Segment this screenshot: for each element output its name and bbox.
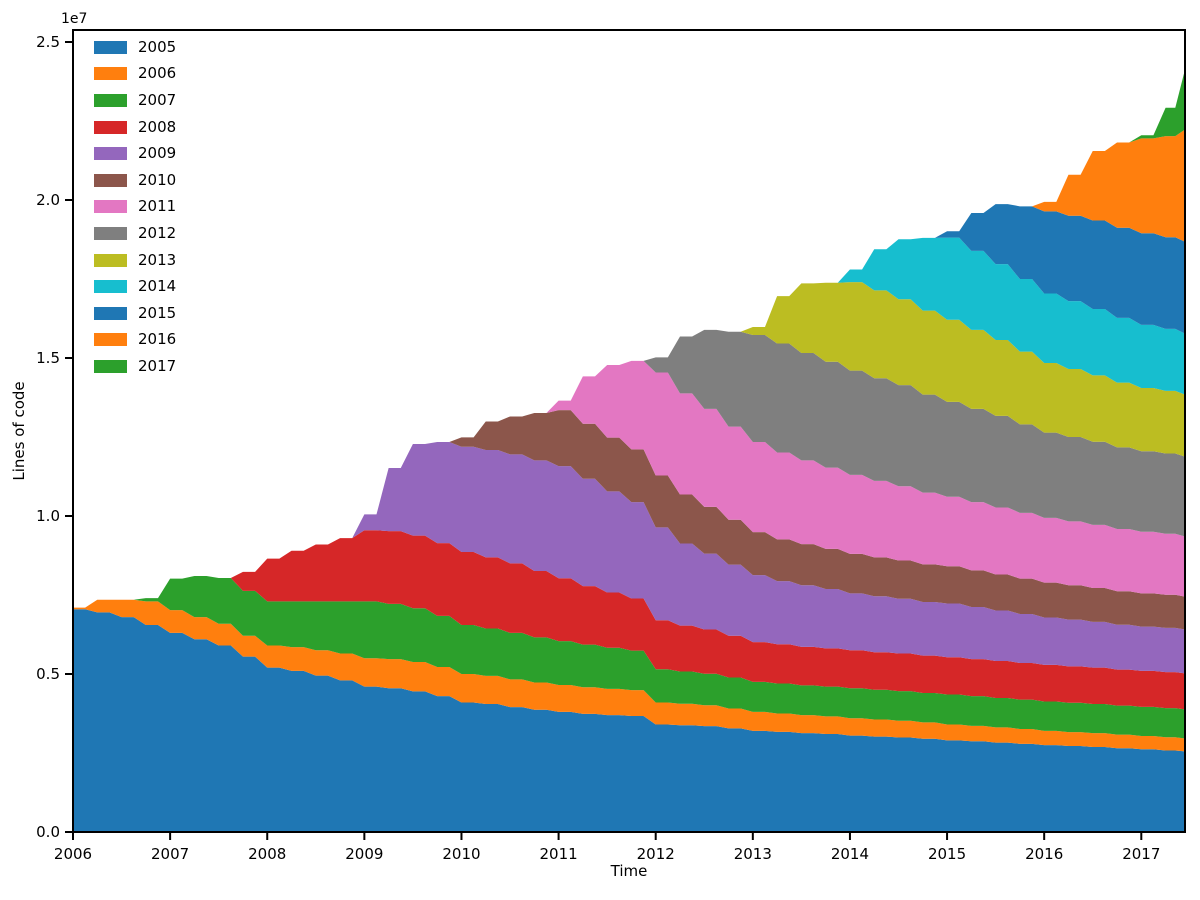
x-tick-label-2013: 2013 [734, 845, 772, 863]
x-tick-label-2006: 2006 [54, 845, 92, 863]
legend-label-2010: 2010 [138, 170, 177, 189]
legend-label-2007: 2007 [138, 90, 177, 109]
legend-label-2009: 2009 [138, 144, 177, 163]
area-series-2016 [73, 129, 1185, 608]
legend-item-2006: 2006 [94, 61, 176, 88]
area-series-2009 [73, 442, 1185, 674]
legend-item-2017: 2017 [94, 353, 176, 380]
legend-label-2016: 2016 [138, 330, 177, 349]
legend-item-2012: 2012 [94, 220, 176, 247]
legend-swatch-2014 [94, 280, 127, 294]
x-tick-label-2012: 2012 [637, 845, 675, 863]
x-tick-label-2016: 2016 [1025, 845, 1063, 863]
legend-item-2011: 2011 [94, 194, 176, 221]
x-axis-label: Time [610, 862, 648, 880]
x-tick-label-2007: 2007 [151, 845, 189, 863]
y-tick-label-2.0: 2.0 [36, 191, 60, 209]
y-tick-label-2.5: 2.5 [36, 33, 60, 51]
y-tick-label-1.5: 1.5 [36, 349, 60, 367]
y-axis-label: Lines of code [10, 381, 28, 480]
axis-ticks [65, 41, 1143, 840]
legend-item-2005: 2005 [94, 34, 176, 61]
legend-label-2013: 2013 [138, 250, 177, 269]
legend-swatch-2006 [94, 67, 127, 81]
legend-swatch-2012 [94, 226, 127, 240]
legend-item-2008: 2008 [94, 114, 176, 141]
plot-frame [72, 29, 1186, 833]
y-tick-label-0.5: 0.5 [36, 665, 60, 683]
tick-labels: 2006 2007 2008 2009 2010 2011 2012 2013 2014 2015… [36, 33, 1160, 863]
legend-label-2012: 2012 [138, 223, 177, 242]
y-tick-label-1.0: 1.0 [36, 507, 60, 525]
legend-label-2014: 2014 [138, 277, 177, 296]
area-layers [73, 69, 1185, 832]
legend-label-2017: 2017 [138, 356, 177, 375]
area-series-2011 [73, 360, 1185, 608]
x-tick-label-2017: 2017 [1122, 845, 1160, 863]
legend-label-2015: 2015 [138, 303, 177, 322]
legend-swatch-2005 [94, 40, 127, 54]
x-tick-label-2011: 2011 [539, 845, 577, 863]
legend-swatch-2017 [94, 359, 127, 373]
x-tick-label-2008: 2008 [248, 845, 286, 863]
legend-swatch-2011 [94, 200, 127, 214]
area-series-2007 [73, 576, 1185, 739]
y-tick-label-0.0: 0.0 [36, 823, 60, 841]
legend-item-2007: 2007 [94, 87, 176, 114]
x-tick-label-2010: 2010 [442, 845, 480, 863]
area-series-2015 [73, 204, 1185, 608]
area-series-2013 [73, 282, 1185, 608]
legend-item-2010: 2010 [94, 167, 176, 194]
legend-swatch-2009 [94, 147, 127, 161]
legend-item-2009: 2009 [94, 140, 176, 167]
legend-item-2015: 2015 [94, 300, 176, 327]
legend-swatch-2010 [94, 173, 127, 187]
area-series-2008 [73, 530, 1185, 710]
legend-label-2005: 2005 [138, 37, 177, 56]
x-tick-label-2009: 2009 [345, 845, 383, 863]
area-series-2006 [73, 599, 1185, 752]
legend-swatch-2008 [94, 120, 127, 134]
legend-swatch-2015 [94, 306, 127, 320]
area-series-2012 [73, 329, 1185, 608]
legend-swatch-2013 [94, 253, 127, 267]
legend-swatch-2007 [94, 93, 127, 107]
legend-label-2008: 2008 [138, 117, 177, 136]
x-tick-label-2014: 2014 [831, 845, 869, 863]
legend-label-2006: 2006 [138, 64, 177, 83]
y-axis-offset-label: 1e7 [61, 11, 88, 27]
legend-item-2013: 2013 [94, 247, 176, 274]
legend-item-2014: 2014 [94, 273, 176, 300]
x-tick-label-2015: 2015 [928, 845, 966, 863]
area-series-2005 [73, 609, 1185, 832]
area-series-2010 [73, 410, 1185, 630]
legend-item-2016: 2016 [94, 327, 176, 354]
legend: 2005 2006 2007 2008 2009 2010 2011 2012 2013 2014… [94, 34, 176, 380]
legend-label-2011: 2011 [138, 197, 177, 216]
legend-swatch-2016 [94, 333, 127, 347]
